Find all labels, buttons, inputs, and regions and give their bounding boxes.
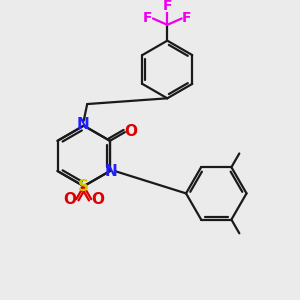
Text: N: N bbox=[77, 117, 89, 132]
Text: F: F bbox=[163, 0, 172, 13]
Text: F: F bbox=[143, 11, 152, 26]
Text: F: F bbox=[182, 11, 192, 26]
Text: O: O bbox=[91, 192, 104, 207]
Text: O: O bbox=[63, 192, 76, 207]
Text: N: N bbox=[104, 164, 117, 178]
Text: S: S bbox=[78, 179, 89, 194]
Text: O: O bbox=[125, 124, 138, 139]
